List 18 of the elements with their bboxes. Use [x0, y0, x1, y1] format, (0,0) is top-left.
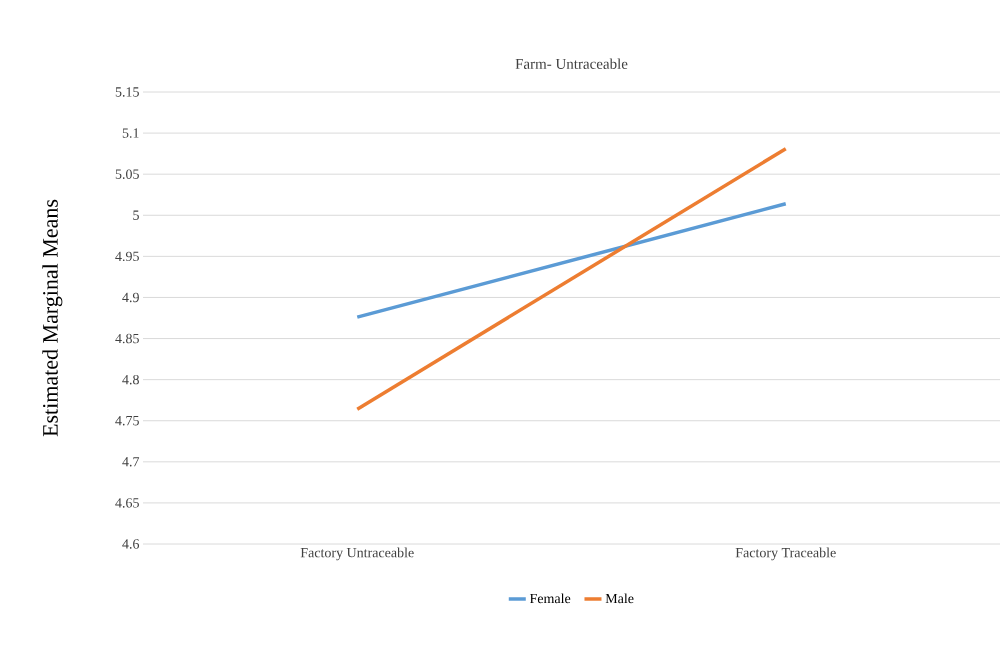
y-tick-label: 4.7 [122, 457, 140, 467]
y-tick-label: 5.05 [115, 169, 139, 179]
y-tick-label: 4.9 [122, 292, 139, 303]
x-tick-label: Factory Untraceable [300, 547, 414, 561]
y-tick-label: 4.6 [122, 539, 140, 549]
legend-label: Male [605, 593, 634, 604]
y-tick-label: 5.1 [122, 128, 139, 138]
y-tick-label: 4.95 [115, 251, 139, 262]
y-tick-label: 4.8 [122, 374, 139, 385]
y-tick-label: 5 [133, 210, 139, 220]
y-tick-label: 5.15 [115, 87, 139, 97]
y-tick-label: 4.85 [115, 333, 139, 344]
chart-title: Farm- Untraceable [515, 58, 628, 69]
y-axis-title: Estimated Marginal Means [42, 199, 63, 437]
x-tick-label: Factory Traceable [735, 547, 836, 561]
y-tick-label: 4.65 [115, 498, 139, 508]
legend-label: Female [529, 593, 571, 604]
y-tick-label: 4.75 [115, 416, 139, 426]
